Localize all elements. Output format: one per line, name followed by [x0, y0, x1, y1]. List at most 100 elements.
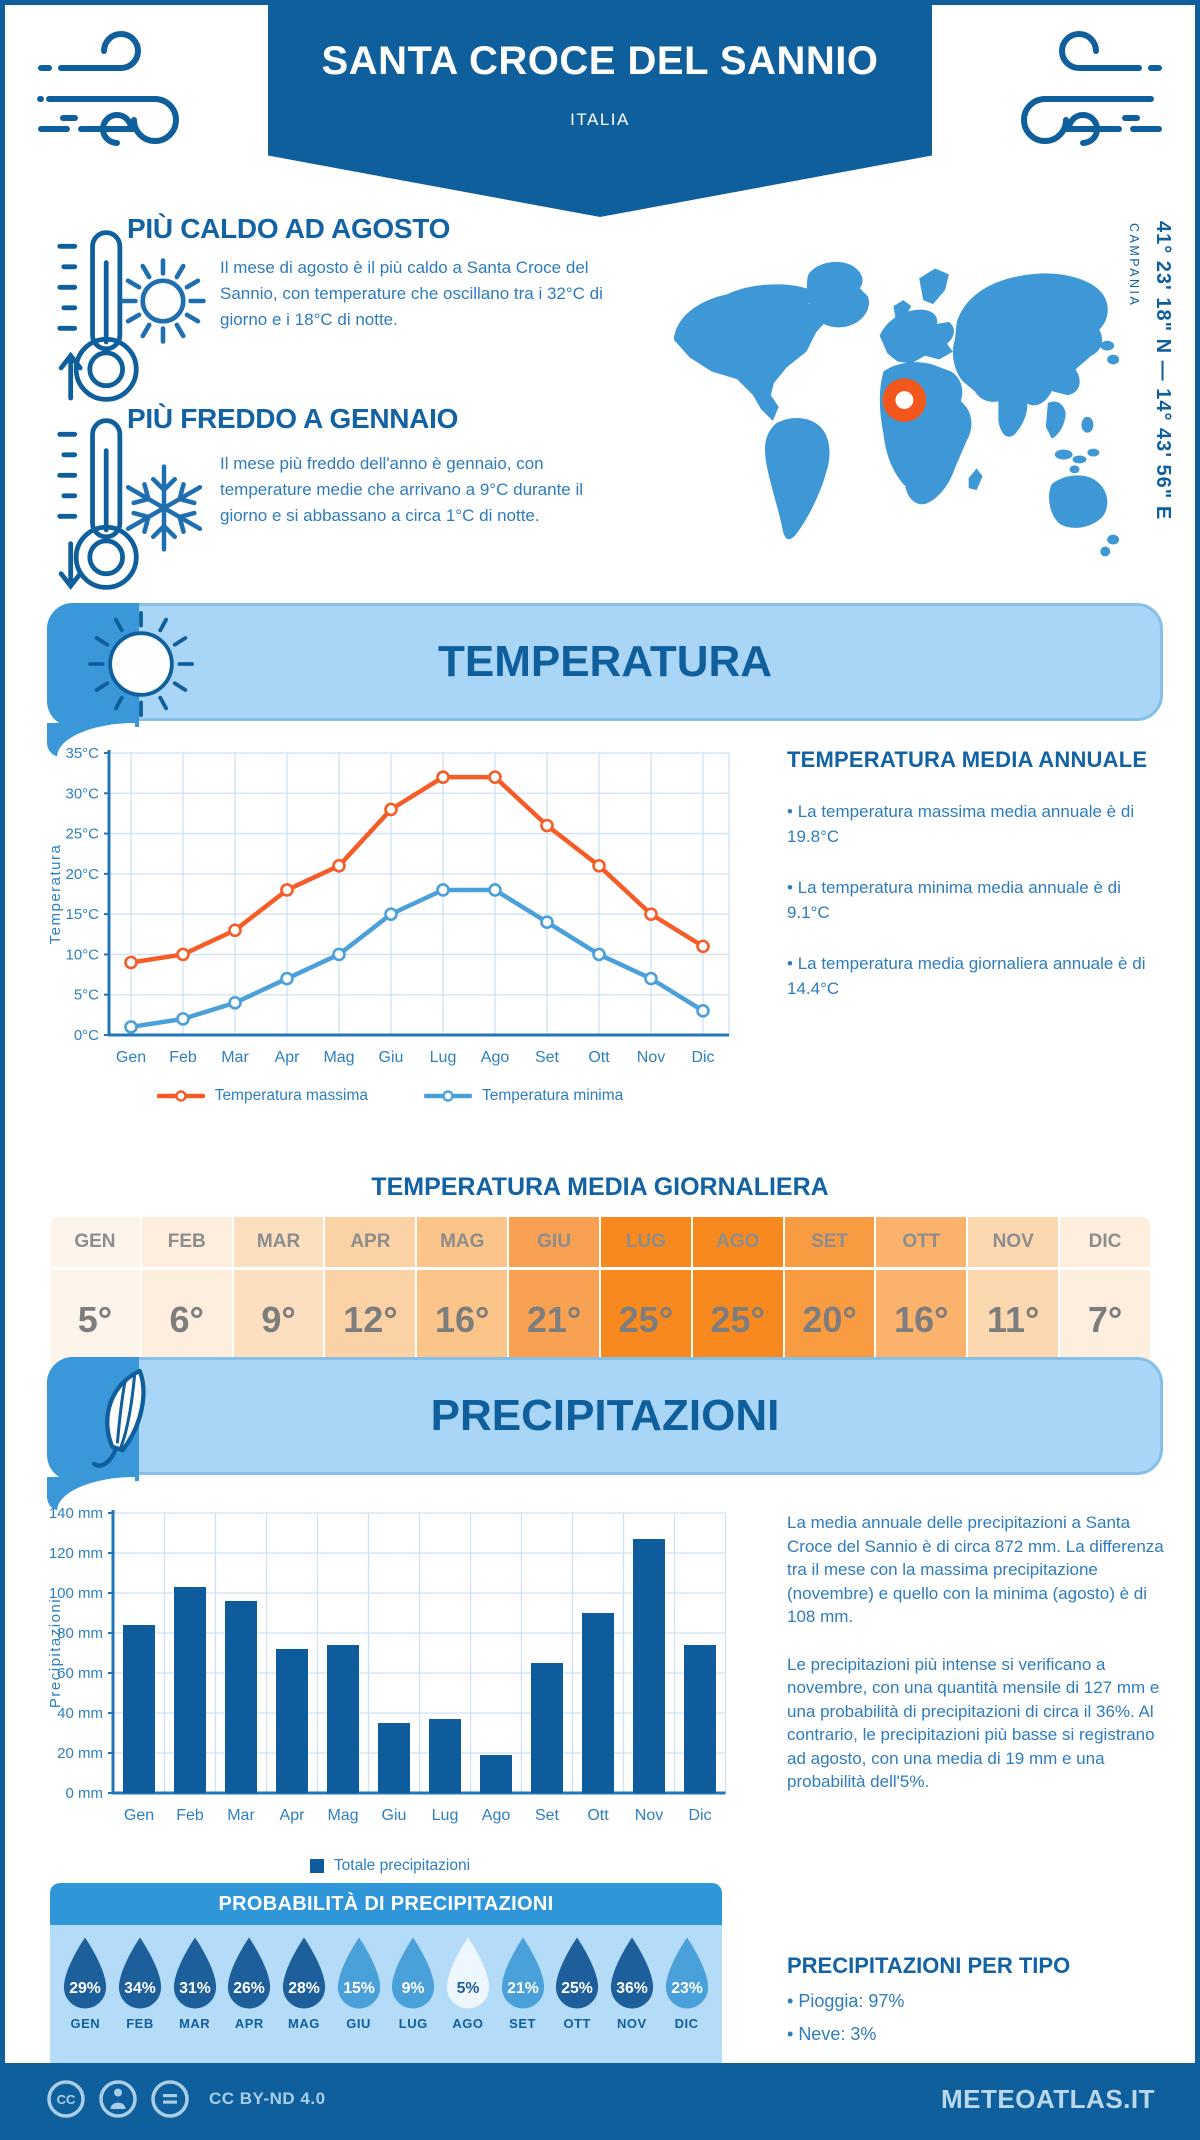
svg-text:Precipitazioni: Precipitazioni — [47, 1598, 64, 1708]
probability-drop: 5% AGO — [442, 1935, 494, 2073]
svg-text:Nov: Nov — [637, 1049, 665, 1066]
svg-text:Mar: Mar — [221, 1049, 249, 1066]
annual-bullet: La temperatura media giornaliera annuale… — [787, 951, 1167, 1001]
daily-table-value: 25° — [692, 1270, 783, 1369]
legend-item: Temperatura minima — [424, 1087, 623, 1105]
page-title: SANTA CROCE DEL SANNIO — [321, 39, 879, 83]
daily-table-value: 6° — [141, 1270, 232, 1369]
svg-text:Ott: Ott — [587, 1807, 609, 1824]
svg-text:20 mm: 20 mm — [57, 1745, 103, 1762]
daily-table-month: AGO — [692, 1217, 783, 1270]
raindrop-icon: 15% — [337, 1937, 380, 2009]
svg-text:0°C: 0°C — [74, 1027, 99, 1044]
raindrop-icon: 28% — [282, 1937, 326, 2009]
probability-drop: 23% DIC — [661, 1935, 713, 2073]
sun-icon — [120, 258, 206, 344]
precipitation-bar-chart: 0 mm 20 mm 40 mm 60 mm 80 mm 100 mm 120 mm 140 … — [45, 1501, 735, 1851]
svg-text:28%: 28% — [288, 1980, 320, 1997]
svg-text:23%: 23% — [671, 1980, 703, 1997]
svg-text:35°C: 35°C — [65, 745, 99, 762]
probability-month: AGO — [452, 2016, 484, 2031]
daily-table-value: 12° — [325, 1270, 416, 1369]
svg-text:Set: Set — [535, 1807, 560, 1824]
daily-table-value: 11° — [968, 1270, 1059, 1369]
svg-text:Ago: Ago — [482, 1807, 511, 1824]
attribution-person-icon — [99, 2080, 137, 2118]
daily-table-value: 25° — [600, 1270, 691, 1369]
snowflake-icon — [125, 464, 203, 552]
svg-text:100 mm: 100 mm — [49, 1585, 103, 1602]
daily-table-cell: NOV 11° — [968, 1217, 1059, 1369]
world-map — [673, 261, 1120, 557]
daily-table-value: 7° — [1060, 1270, 1150, 1369]
svg-text:10°C: 10°C — [65, 946, 99, 963]
svg-text:Temperatura: Temperatura — [47, 844, 64, 945]
daily-table-month: SET — [784, 1217, 875, 1270]
daily-table-month: APR — [325, 1217, 416, 1270]
temperature-line-chart: 0°C 5°C 10°C 15°C 20°C 25°C 30°C 35°C Gen Feb Mar A… — [45, 743, 735, 1083]
raindrop-icon: 9% — [392, 1937, 435, 2009]
raindrop-icon: 5% — [446, 1937, 490, 2009]
svg-text:80 mm: 80 mm — [57, 1625, 103, 1642]
probability-month: LUG — [398, 2016, 428, 2031]
precipitation-chart-legend: Totale precipitazioni — [45, 1857, 735, 1875]
svg-text:30°C: 30°C — [65, 785, 99, 802]
daily-table-value: 21° — [509, 1270, 599, 1369]
daily-table-value: 16° — [876, 1270, 967, 1369]
probability-drop: 25% OTT — [551, 1935, 603, 2073]
license-group: CC CC BY-ND 4.0 — [45, 2078, 326, 2120]
annual-summary: TEMPERATURA MEDIA ANNUALE La temperatura… — [787, 747, 1167, 1001]
daily-table-value: 20° — [784, 1270, 875, 1369]
svg-text:29%: 29% — [70, 1980, 102, 1997]
probability-drop: 34% FEB — [114, 1935, 166, 2073]
thermometer-down-icon — [57, 418, 139, 590]
svg-text:Mag: Mag — [323, 1049, 354, 1066]
raindrop-icon: 21% — [501, 1937, 544, 2009]
daily-table-cell: MAR 9° — [233, 1217, 324, 1369]
probability-month: DIC — [674, 2016, 699, 2031]
svg-text:34%: 34% — [124, 1980, 156, 1997]
svg-text:5%: 5% — [457, 1980, 480, 1997]
probability-drop: 36% NOV — [606, 1935, 658, 2073]
daily-table-cell: LUG 25° — [600, 1217, 691, 1369]
daily-table-cell: MAG 16° — [417, 1217, 508, 1369]
daily-table-value: 9° — [233, 1270, 324, 1369]
daily-table-cell: OTT 16° — [876, 1217, 967, 1369]
svg-text:Lug: Lug — [432, 1807, 459, 1824]
svg-text:Dic: Dic — [688, 1807, 711, 1824]
svg-text:Ago: Ago — [481, 1049, 510, 1066]
wind-icon — [1021, 31, 1162, 146]
map-region: CAMPANIA — [1127, 223, 1141, 308]
probability-month: MAR — [179, 2016, 211, 2031]
svg-text:Dic: Dic — [691, 1049, 714, 1066]
probability-month: MAG — [288, 2016, 320, 2031]
svg-text:CC: CC — [57, 2092, 76, 2107]
daily-table-month: NOV — [968, 1217, 1059, 1270]
svg-text:Ott: Ott — [588, 1049, 610, 1066]
license-label: CC BY-ND 4.0 — [209, 2089, 326, 2108]
svg-text:15°C: 15°C — [65, 906, 99, 923]
probability-month: GEN — [70, 2016, 101, 2031]
probability-drop: 28% MAG — [278, 1935, 330, 2073]
highlight-cold-title: PIÙ FREDDO A GENNAIO — [127, 403, 459, 434]
svg-text:120 mm: 120 mm — [49, 1545, 103, 1562]
daily-table-month: FEB — [141, 1217, 232, 1270]
probability-month: SET — [509, 2016, 536, 2031]
raindrop-icon: 34% — [118, 1937, 162, 2009]
probability-month: FEB — [126, 2016, 154, 2031]
svg-text:31%: 31% — [179, 1980, 211, 1997]
svg-text:25%: 25% — [561, 1980, 593, 1997]
svg-text:0 mm: 0 mm — [66, 1785, 104, 1802]
annual-bullet: La temperatura massima media annuale è d… — [787, 799, 1167, 849]
page-subtitle: ITALIA — [570, 110, 630, 129]
svg-text:20°C: 20°C — [65, 866, 99, 883]
svg-text:Apr: Apr — [275, 1049, 301, 1066]
site-name: METEOATLAS.IT — [940, 2083, 1155, 2114]
daily-temperature-table: GEN 5° FEB 6° MAR 9° APR 12° MAG 16° GIU 21° LUG 25° A… — [50, 1217, 1150, 1369]
raindrop-icon: 26% — [228, 1937, 271, 2009]
probability-month: OTT — [563, 2016, 591, 2031]
daily-table-cell: APR 12° — [325, 1217, 416, 1369]
precipitation-paragraph: Le precipitazioni più intense si verific… — [787, 1654, 1160, 1792]
by-type-title: PRECIPITAZIONI PER TIPO — [787, 1953, 1071, 1978]
